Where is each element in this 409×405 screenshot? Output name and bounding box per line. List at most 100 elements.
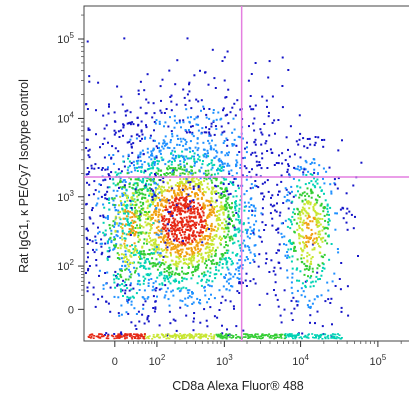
event-dot — [214, 144, 217, 147]
event-dot — [176, 334, 179, 336]
event-dot — [319, 217, 322, 220]
event-dot — [207, 172, 210, 175]
event-dot — [154, 205, 157, 207]
event-dot — [185, 247, 188, 250]
event-dot — [170, 163, 173, 166]
event-dot — [164, 121, 167, 124]
event-dot — [225, 288, 228, 291]
event-dot — [271, 335, 274, 337]
event-dot — [129, 234, 132, 236]
event-dot — [158, 191, 161, 194]
event-dot — [131, 121, 134, 124]
event-dot — [132, 142, 135, 145]
event-dot — [185, 334, 188, 337]
event-dot — [283, 235, 286, 238]
event-dot — [221, 221, 224, 224]
event-dot — [237, 213, 239, 216]
event-dot — [207, 283, 210, 286]
event-dot — [99, 333, 102, 335]
event-dot — [160, 287, 163, 290]
event-dot — [127, 212, 130, 215]
event-dot — [225, 220, 228, 223]
event-dot — [199, 334, 202, 336]
event-dot — [294, 337, 297, 340]
event-dot — [129, 261, 132, 264]
event-dot — [261, 337, 264, 339]
event-dot — [113, 223, 116, 226]
event-dot — [150, 154, 152, 157]
event-dot — [199, 248, 202, 251]
event-dot — [226, 223, 229, 226]
event-dot — [148, 187, 151, 190]
event-dot — [152, 334, 155, 336]
event-dot — [262, 198, 264, 201]
event-dot — [317, 278, 320, 281]
event-dot — [132, 123, 135, 126]
event-dot — [179, 165, 182, 168]
event-dot — [156, 159, 159, 162]
event-dot — [168, 202, 171, 205]
event-dot — [214, 177, 217, 180]
event-dot — [319, 246, 322, 249]
event-dot — [220, 334, 223, 336]
event-dot — [157, 215, 160, 218]
event-dot — [297, 233, 300, 235]
event-dot — [167, 280, 170, 283]
event-dot — [224, 257, 227, 260]
event-dot — [227, 230, 230, 233]
event-dot — [281, 106, 284, 109]
event-dot — [175, 268, 178, 271]
event-dot — [284, 187, 287, 190]
event-dot — [173, 147, 176, 150]
event-dot — [281, 236, 284, 239]
event-dot — [135, 186, 138, 189]
event-dot — [153, 336, 156, 339]
event-dot — [231, 106, 234, 109]
event-dot — [182, 210, 185, 213]
event-dot — [114, 286, 117, 289]
event-dot — [198, 169, 201, 172]
event-dot — [121, 192, 124, 195]
event-dot — [140, 232, 143, 235]
event-dot — [254, 151, 257, 154]
event-dot — [205, 113, 208, 116]
event-dot — [205, 229, 208, 232]
event-dot — [235, 268, 238, 271]
event-dot — [108, 255, 111, 258]
event-dot — [119, 247, 122, 250]
event-dot — [198, 301, 200, 304]
event-dot — [201, 206, 203, 209]
event-dot — [132, 194, 135, 197]
event-dot — [158, 123, 161, 125]
event-dot — [210, 173, 213, 176]
event-dot — [181, 168, 184, 171]
event-dot — [130, 334, 133, 337]
event-dot — [247, 217, 250, 220]
event-dot — [141, 192, 144, 195]
event-dot — [138, 255, 140, 258]
event-dot — [208, 108, 211, 110]
event-dot — [254, 333, 257, 335]
event-dot — [131, 244, 133, 247]
event-dot — [193, 158, 196, 161]
event-dot — [193, 210, 196, 213]
event-dot — [229, 180, 232, 183]
event-dot — [180, 221, 183, 224]
event-dot — [303, 246, 306, 249]
event-dot — [109, 177, 111, 180]
event-dot — [176, 220, 179, 223]
event-dot — [316, 310, 319, 313]
event-dot — [125, 311, 128, 314]
event-dot — [132, 254, 135, 257]
event-dot — [222, 211, 225, 214]
event-dot — [150, 183, 152, 186]
event-dot — [299, 217, 302, 220]
event-dot — [208, 246, 211, 249]
event-dot — [143, 252, 146, 255]
event-dot — [276, 228, 279, 231]
event-dot — [139, 213, 142, 216]
event-dot — [181, 196, 184, 199]
event-dot — [173, 247, 176, 250]
event-dot — [278, 261, 281, 264]
event-dot — [158, 149, 161, 152]
